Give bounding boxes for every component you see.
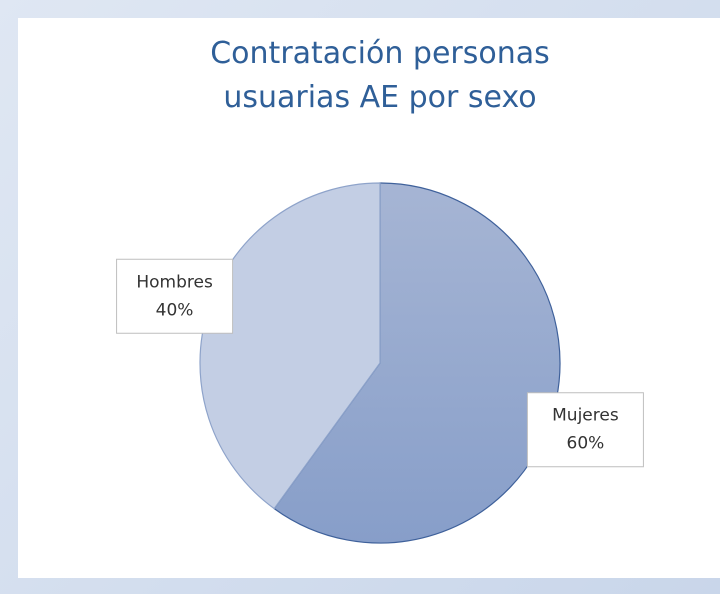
data-label: 40%	[156, 300, 194, 320]
chart-title: Contratación personas usuarias AE por se…	[210, 36, 550, 115]
category-label: Mujeres	[552, 406, 619, 426]
data-label-box	[526, 392, 644, 468]
data-label: 60%	[567, 434, 605, 454]
category-label: Hombres	[136, 272, 213, 292]
data-label-box	[116, 258, 234, 334]
